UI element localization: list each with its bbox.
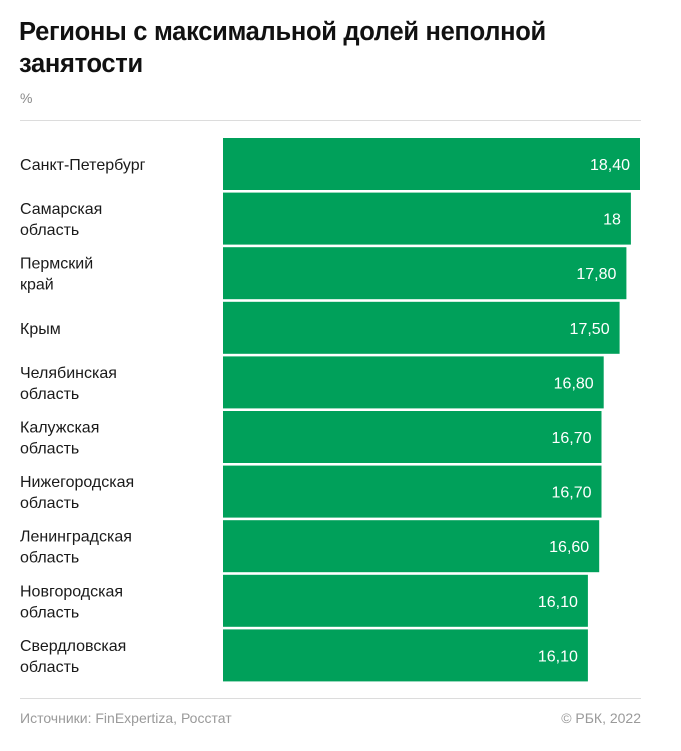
- bar-3: [223, 247, 627, 300]
- bar-value-label: 17,80: [576, 266, 616, 283]
- bar-8: [223, 520, 600, 573]
- chart-title: Регионы с максимальной долей неполной за…: [19, 18, 546, 78]
- bar-6: [223, 411, 602, 463]
- category-label: Ленинградская область: [20, 529, 132, 567]
- unit-label: %: [20, 90, 33, 106]
- source-note: Источники: FinExpertiza, Росстат: [20, 710, 232, 726]
- bar-7: [223, 465, 602, 518]
- bar-value-label: 16,80: [554, 375, 594, 392]
- bottom-divider: [20, 698, 641, 699]
- bar-9: [223, 574, 588, 627]
- category-label: Новгородская область: [20, 583, 123, 621]
- bar-1: [223, 138, 640, 190]
- bar-5: [223, 356, 604, 409]
- bar-value-label: 16,70: [551, 430, 591, 447]
- copyright-note: © РБК, 2022: [561, 710, 641, 726]
- category-label: Свердловская область: [20, 638, 126, 676]
- bar-value-label: 16,10: [538, 594, 578, 611]
- bar-2: [223, 192, 631, 245]
- category-label: Крым: [20, 321, 61, 338]
- category-label: Нижегородская область: [20, 474, 134, 512]
- category-label: Калужская область: [20, 420, 99, 458]
- bar-4: [223, 301, 620, 354]
- bar-value-label: 16,70: [551, 485, 591, 502]
- top-divider: [20, 120, 641, 121]
- category-label: Самарская область: [20, 201, 102, 239]
- bar-value-label: 16,60: [549, 539, 589, 556]
- bar-value-label: 17,50: [570, 321, 610, 338]
- bar-value-label: 18: [603, 212, 621, 229]
- category-label: Челябинская область: [20, 365, 117, 403]
- category-label: Пермский край: [20, 256, 93, 294]
- bar-10: [223, 629, 588, 682]
- category-label: Санкт-Петербург: [20, 157, 146, 174]
- bar-value-label: 18,40: [590, 157, 630, 174]
- bar-value-label: 16,10: [538, 648, 578, 665]
